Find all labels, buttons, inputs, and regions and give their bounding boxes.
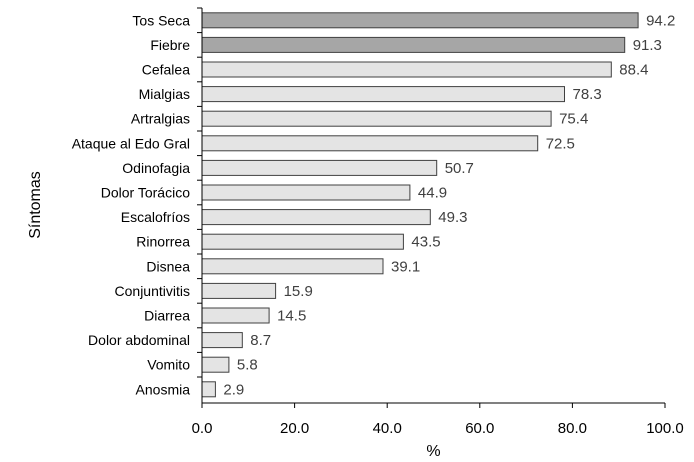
value-label-12: 14.5 — [277, 308, 306, 325]
category-label-5: Ataque al Edo Gral — [72, 135, 190, 151]
bar-9 — [201, 233, 404, 250]
x-tick-label-1: 20.0 — [280, 420, 309, 437]
value-label-0: 94.2 — [646, 12, 675, 29]
category-label-15: Anosmia — [136, 381, 191, 397]
x-axis-title: % — [426, 443, 440, 460]
category-label-0: Tos Seca — [132, 12, 190, 28]
y-axis-title-group: Síntomas — [27, 171, 44, 239]
category-labels: Tos Seca Fiebre Cefalea Mialgias Artralgias A… — [72, 12, 191, 397]
value-label-11: 15.9 — [284, 283, 313, 300]
category-label-8: Escalofríos — [121, 209, 190, 225]
bar-5 — [201, 135, 539, 152]
category-label-3: Mialgias — [139, 86, 190, 102]
axes — [197, 7, 666, 408]
value-label-4: 75.4 — [559, 111, 588, 128]
x-tick-label-4: 80.0 — [558, 420, 587, 437]
bar-13 — [201, 332, 243, 349]
bar-0 — [201, 12, 639, 29]
bar-2 — [201, 61, 612, 78]
category-label-11: Conjuntivitis — [115, 283, 190, 299]
value-label-13: 8.7 — [250, 332, 271, 349]
value-label-2: 88.4 — [619, 62, 648, 79]
x-tick-label-3: 60.0 — [465, 420, 494, 437]
x-tick-label-2: 40.0 — [373, 420, 402, 437]
value-label-3: 78.3 — [573, 86, 602, 103]
value-label-14: 5.8 — [237, 357, 258, 374]
x-tick-labels: 0.0 20.0 40.0 60.0 80.0 100.0 — [192, 420, 684, 437]
bar-3 — [201, 86, 565, 103]
category-label-13: Dolor abdominal — [88, 332, 190, 348]
bar-12 — [201, 307, 270, 324]
value-label-8: 49.3 — [438, 209, 467, 226]
value-label-5: 72.5 — [546, 135, 575, 152]
bar-7 — [201, 184, 411, 201]
bar-14 — [201, 356, 230, 373]
y-axis-title: Síntomas — [27, 171, 44, 239]
value-label-9: 43.5 — [411, 234, 440, 251]
value-labels: 94.2 91.3 88.4 78.3 75.4 72.5 50.7 44.9 49.3 43.5… — [223, 12, 675, 398]
bar-1 — [201, 36, 626, 53]
bar-6 — [201, 159, 438, 176]
bar-15 — [201, 381, 216, 398]
x-tick-label-5: 100.0 — [646, 420, 684, 437]
bar-10 — [201, 258, 384, 275]
bar-8 — [201, 209, 431, 226]
category-label-1: Fiebre — [150, 37, 190, 53]
value-label-10: 39.1 — [391, 258, 420, 275]
category-label-2: Cefalea — [142, 62, 190, 78]
category-label-14: Vomito — [147, 357, 190, 373]
bar-11 — [201, 282, 277, 299]
category-label-9: Rinorrea — [136, 234, 190, 250]
bar-4 — [201, 110, 552, 127]
category-label-6: Odinofagia — [122, 160, 190, 176]
value-label-6: 50.7 — [445, 160, 474, 177]
value-label-7: 44.9 — [418, 185, 447, 202]
category-label-10: Disnea — [146, 258, 190, 274]
x-tick-label-0: 0.0 — [192, 420, 213, 437]
category-label-7: Dolor Torácico — [101, 185, 190, 201]
value-label-15: 2.9 — [223, 381, 244, 398]
value-label-1: 91.3 — [633, 37, 662, 54]
category-label-4: Artralgias — [131, 111, 190, 127]
category-label-12: Diarrea — [144, 308, 190, 324]
